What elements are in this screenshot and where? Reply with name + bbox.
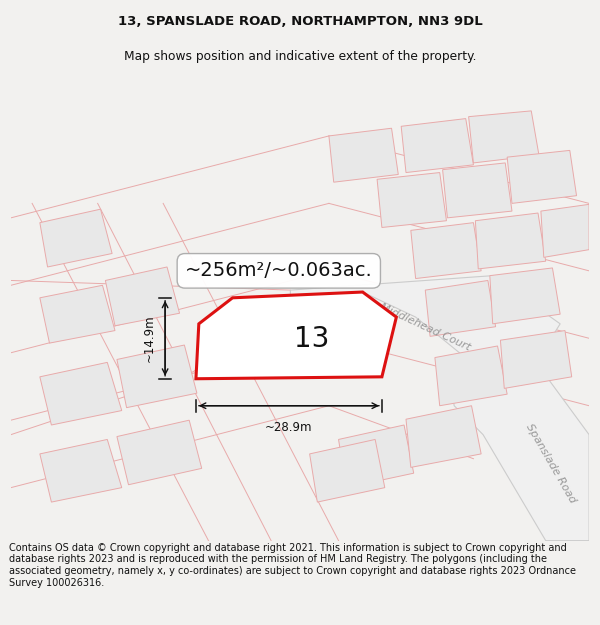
Text: 13: 13	[295, 325, 330, 352]
Text: Map shows position and indicative extent of the property.: Map shows position and indicative extent…	[124, 50, 476, 62]
Text: 13, SPANSLADE ROAD, NORTHAMPTON, NN3 9DL: 13, SPANSLADE ROAD, NORTHAMPTON, NN3 9DL	[118, 16, 482, 28]
Polygon shape	[117, 345, 197, 408]
Polygon shape	[507, 151, 577, 203]
Polygon shape	[40, 362, 122, 425]
Polygon shape	[411, 222, 481, 279]
Text: ~14.9m: ~14.9m	[142, 314, 155, 362]
Polygon shape	[406, 406, 481, 468]
Text: Spanslade Road: Spanslade Road	[524, 422, 577, 505]
Polygon shape	[401, 119, 473, 172]
Text: ~256m²/~0.063ac.: ~256m²/~0.063ac.	[185, 261, 373, 281]
Polygon shape	[435, 346, 507, 406]
Polygon shape	[40, 209, 112, 267]
Polygon shape	[490, 268, 560, 324]
Polygon shape	[290, 276, 560, 372]
Text: ~28.9m: ~28.9m	[265, 421, 313, 434]
Text: Contains OS data © Crown copyright and database right 2021. This information is : Contains OS data © Crown copyright and d…	[9, 543, 576, 588]
Polygon shape	[425, 281, 496, 336]
Polygon shape	[117, 420, 202, 485]
Polygon shape	[40, 285, 115, 343]
Polygon shape	[469, 111, 539, 163]
Polygon shape	[541, 204, 589, 258]
Polygon shape	[443, 163, 512, 218]
Polygon shape	[196, 292, 397, 379]
Polygon shape	[329, 128, 398, 182]
Polygon shape	[500, 331, 572, 388]
Polygon shape	[338, 425, 413, 488]
Polygon shape	[449, 362, 589, 541]
Polygon shape	[310, 439, 385, 502]
Polygon shape	[377, 173, 446, 228]
Polygon shape	[475, 213, 546, 269]
Text: Middlehead Court: Middlehead Court	[379, 301, 472, 352]
Polygon shape	[40, 439, 122, 502]
Polygon shape	[106, 267, 179, 326]
